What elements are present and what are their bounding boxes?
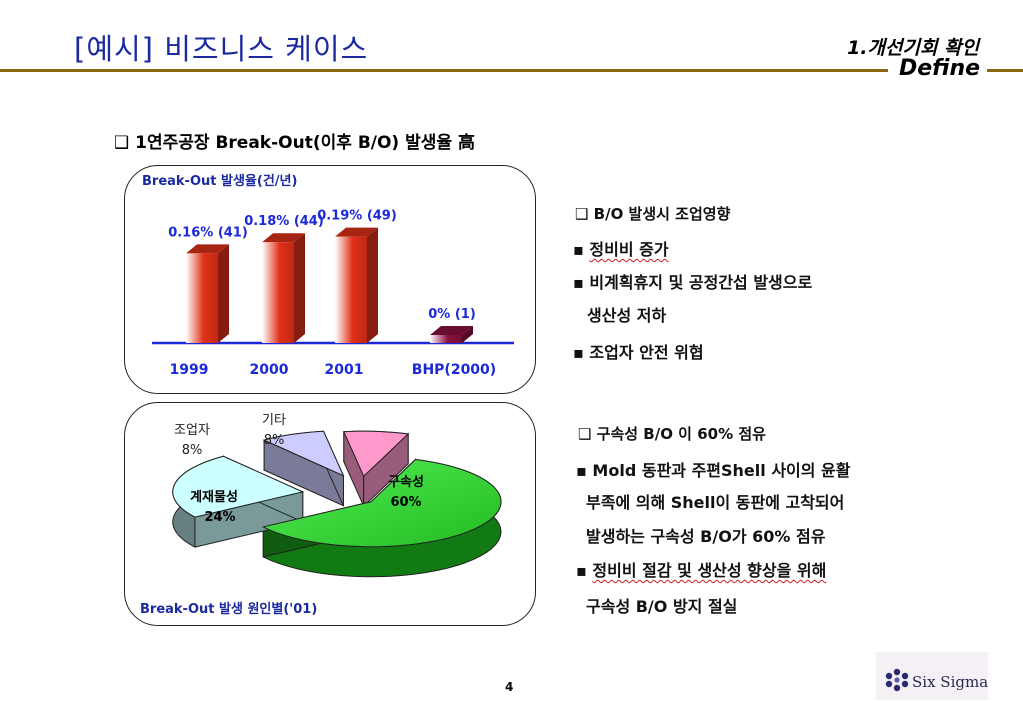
pie-slice-label: 조업자	[174, 423, 210, 438]
pie-slices	[172, 430, 502, 548]
pie-slice-label: 계재물성	[190, 490, 238, 505]
pie-slice-value: 8%	[182, 443, 203, 458]
pie-slice-value: 8%	[264, 433, 285, 448]
logo-box	[876, 652, 988, 700]
logo-text: Six Sigma	[912, 673, 989, 691]
bar-chart-title: Break-Out 발생율(건/년)	[142, 173, 297, 189]
pie-slice-label: 기타	[262, 413, 286, 428]
section-label: 1.개선기회 확인	[847, 37, 979, 59]
impact-item: ▪ 비계획휴지 및 공정간섭 발생으로	[573, 269, 812, 293]
cause-item: ▪ 정비비 절감 및 생산성 향상을 위해	[576, 557, 826, 581]
page-number: 4	[505, 680, 514, 694]
cause-item-continuation: 발생하는 구속성 B/O가 60% 점유	[586, 527, 826, 546]
impact-item: ▪ 정비비 증가	[573, 236, 669, 260]
impact-item: ▪ 조업자 안전 위협	[573, 339, 704, 363]
pie-slice	[262, 430, 345, 477]
bullet-marker: ▪	[573, 273, 584, 292]
pie-slice-value: 60%	[390, 495, 421, 510]
cause-heading: ❑ 구속성 B/O 이 60% 점유	[578, 425, 766, 443]
pie-labels: 구속성 60% 계재물성 24% 조업자 8% 기타 8%	[174, 413, 424, 525]
impact-heading: ❑ B/O 발생시 조업영향	[575, 205, 731, 223]
cause-item-text: Mold 동판과 주편Shell 사이의 윤활	[592, 461, 851, 480]
bar-data-label: 0.18% (44)	[244, 214, 324, 229]
bullet-marker: ▪	[576, 561, 587, 580]
impact-item-continuation: 생산성 저하	[587, 306, 667, 325]
bar-data-label: 0.19% (49)	[317, 209, 397, 224]
bar-BHP(2000)	[430, 326, 473, 343]
pie-slice	[172, 455, 305, 518]
cause-item: ▪ Mold 동판과 주편Shell 사이의 윤활	[576, 457, 851, 481]
header-divider	[0, 69, 888, 72]
bar-data-label: 0% (1)	[428, 307, 476, 322]
cause-item-text: 정비비 절감 및 생산성 향상을 위해	[592, 561, 827, 580]
pie-slice	[261, 458, 502, 548]
header-divider-right	[987, 69, 1023, 72]
cause-item-continuation: 부족에 의해 Shell이 동판에 고착되어	[586, 493, 845, 512]
pie-slice	[343, 430, 410, 478]
bar-category-label: 2000	[250, 362, 289, 378]
impact-list: ❑ B/O 발생시 조업영향 ▪ 정비비 증가 ▪ 비계획휴지 및 공정간섭 발…	[573, 203, 993, 373]
bar-2001	[335, 227, 378, 343]
pie-slice-value: 24%	[204, 510, 235, 525]
bar-2000	[262, 233, 305, 343]
bar-chart: Break-Out 발생율(건/년) 0.16% (41)0.18% (44)0…	[142, 173, 514, 378]
bar-category-label: 1999	[170, 362, 209, 378]
bar-category-label: BHP(2000)	[412, 362, 496, 378]
bullet-marker: ▪	[573, 343, 584, 362]
bar-category-label: 2001	[325, 362, 364, 378]
pie-slice-label: 구속성	[388, 475, 424, 490]
page-title: [예시] 비즈니스 케이스	[74, 32, 369, 66]
main-heading: ❑ 1연주공장 Break-Out(이후 B/O) 발생율 高	[114, 133, 475, 153]
impact-item-text: 조업자 안전 위협	[589, 343, 704, 362]
pie-chart: 구속성 60% 계재물성 24% 조업자 8% 기타 8% Break-Out 발생 원인별(…	[140, 413, 502, 617]
phase-label: Define	[899, 56, 981, 81]
bar-data-labels: 0.16% (41)0.18% (44)0.19% (49) 0% (1)	[168, 209, 476, 322]
cause-item-continuation: 구속성 B/O 방지 절실	[586, 597, 738, 616]
bar-category-labels: 1999 2000 2001 BHP(2000)	[170, 362, 497, 378]
cause-list: ❑ 구속성 B/O 이 60% 점유 ▪ Mold 동판과 주편Shell 사이…	[576, 423, 996, 623]
bar-data-label: 0.16% (41)	[168, 225, 248, 240]
bar-1999	[186, 244, 229, 343]
pie-chart-title: Break-Out 발생 원인별('01)	[140, 601, 317, 617]
impact-item-text: 정비비 증가	[589, 240, 669, 259]
bullet-marker: ▪	[576, 461, 587, 480]
six-sigma-logo-icon	[885, 668, 909, 692]
impact-item-text: 비계획휴지 및 공정간섭 발생으로	[589, 273, 813, 292]
bar-series	[186, 227, 473, 343]
bullet-marker: ▪	[573, 240, 584, 259]
